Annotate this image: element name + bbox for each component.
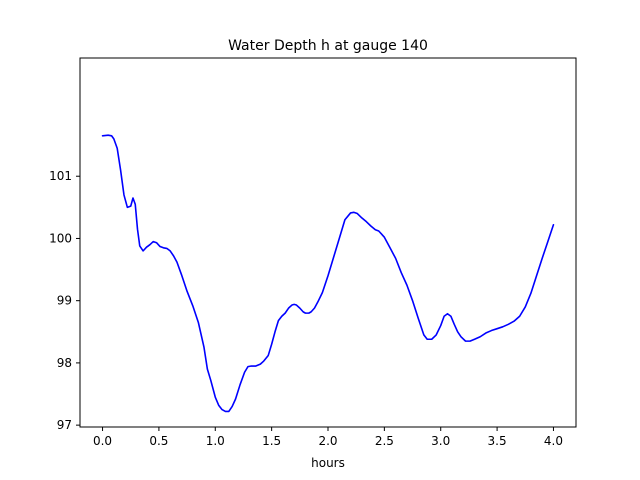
x-tick-label: 1.5 [262, 434, 281, 448]
series-line-0 [101, 134, 555, 413]
y-tick-label: 99 [57, 294, 72, 308]
x-tick-label: 4.0 [544, 434, 563, 448]
x-tick-label: 0.0 [93, 434, 112, 448]
chart-title: Water Depth h at gauge 140 [228, 38, 428, 54]
x-axis-ticks: 0.0 0.5 1.0 1.5 2.0 2.5 3.0 3.5 4.0 [93, 427, 563, 448]
x-tick-label: 1.0 [206, 434, 225, 448]
y-tick-label: 100 [49, 231, 72, 245]
y-axis-ticks: 97 98 99 100 101 [49, 169, 80, 432]
x-tick-label: 2.0 [318, 434, 337, 448]
y-tick-label: 97 [57, 418, 72, 432]
series-layer [101, 134, 555, 413]
y-tick-label: 98 [57, 356, 72, 370]
x-tick-label: 0.5 [149, 434, 168, 448]
x-tick-label: 3.5 [488, 434, 507, 448]
x-tick-label: 3.0 [431, 434, 450, 448]
plot-area: 0.0 0.5 1.0 1.5 2.0 2.5 3.0 3.5 4.0 97 98 99 100 101 [49, 57, 577, 448]
y-tick-label: 101 [49, 169, 72, 183]
x-tick-label: 2.5 [375, 434, 394, 448]
x-axis-label: hours [311, 456, 345, 470]
